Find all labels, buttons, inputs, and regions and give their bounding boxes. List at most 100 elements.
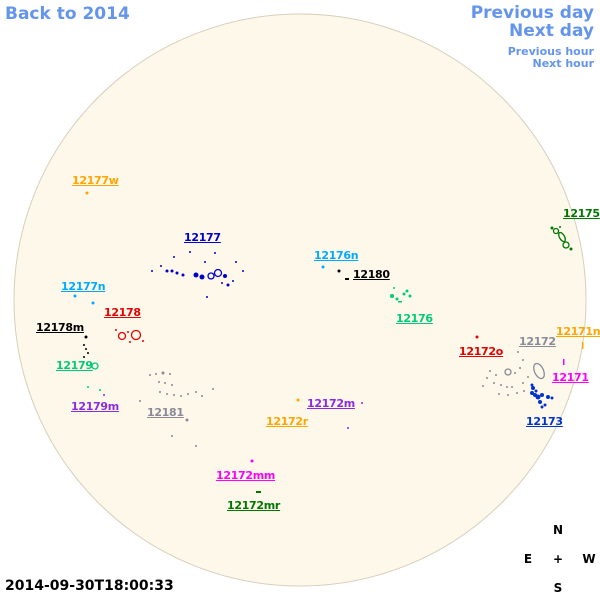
sunspot-mark-12172 [522,382,524,384]
region-label-12179m[interactable]: 12179m [71,400,119,413]
sunspot-mark-12181 [158,381,160,383]
region-label-12177[interactable]: 12177 [184,231,221,244]
region-label-12178m[interactable]: 12178m [36,321,84,334]
sunspot-mark-12177 [193,272,199,278]
sunspot-mark-12179 [87,386,89,388]
region-label-12176n[interactable]: 12176n [314,249,359,262]
solar-disk [13,13,587,587]
region-label-12178[interactable]: 12178 [104,306,141,319]
sunspot-mark-12177 [242,270,244,272]
sunspot-mark-12177 [189,251,191,253]
sunspot-mark-12173 [543,403,547,407]
sunspot-mark-12181 [185,418,189,422]
sunspot-mark-12181 [195,391,197,393]
sunspot-mark-12173 [530,383,534,387]
sunspot-mark-12173 [531,386,535,390]
sunspot-mark-12172 [500,384,502,386]
sunspot-mark-12181 [159,391,161,393]
sunspot-mark-12177 [214,252,216,254]
region-label-12176[interactable]: 12176 [396,312,433,325]
sunspot-mark-12171 [563,359,565,365]
region-label-12175[interactable]: 12175 [563,207,600,220]
sunspot-mark-12178 [130,329,142,341]
region-label-12171n[interactable]: 12171n [556,325,600,338]
sunspot-mark-12176 [402,292,406,296]
sunspot-mark-12172r [296,398,300,402]
region-label-12172o[interactable]: 12172o [459,345,504,358]
sunspot-mark-12181 [173,394,175,396]
sunspot-mark-12173 [534,389,538,393]
region-label-12172[interactable]: 12172 [519,335,556,348]
region-label-12172m[interactable]: 12172m [307,397,355,410]
sunspot-mark-12177 [204,261,206,263]
sunspot-mark-12178 [129,341,131,343]
sunspot-mark-12177 [151,270,153,272]
sunspot-mark-12181 [161,371,165,375]
sunspot-mark-12177w [85,191,89,195]
back-to-year-link[interactable]: Back to 2014 [5,4,130,24]
sunspot-mark-12178 [142,340,144,342]
sunspot-mark-12178m [83,344,85,346]
sunspot-mark-12172 [514,372,516,374]
region-label-12172r[interactable]: 12172r [266,415,308,428]
sunspot-mark-12176n [321,265,325,269]
sunspot-mark-12180 [345,278,349,280]
sunspot-mark-12172 [527,376,529,378]
day-navigation: Previous day Next day [471,4,594,40]
sunspot-mark-12172 [489,370,491,372]
sunspot-mark-12177 [213,268,223,278]
sunspot-mark-12181 [187,393,189,395]
next-day-link[interactable]: Next day [509,21,594,41]
sunspot-mark-12176 [390,294,394,298]
sunspot-mark-12178m [87,352,89,354]
sunspot-mark-12173 [538,400,542,404]
sunspot-mark-12176 [405,289,409,293]
sunspot-mark-12179 [91,362,99,370]
previous-hour-link[interactable]: Previous hour [507,45,594,58]
sunspot-mark-12176 [408,294,412,298]
sunspot-mark-12172m [361,402,363,404]
sunspot-mark-12175 [550,226,554,230]
sunspot-mark-12173 [546,395,550,399]
sunspot-mark-12177 [206,296,208,298]
sunspot-mark-12176 [393,287,395,289]
region-label-12181[interactable]: 12181 [147,406,184,419]
region-label-12172mm[interactable]: 12172mm [216,469,276,482]
sunspot-mark-12181 [166,393,168,395]
region-label-12172mr[interactable]: 12172mr [227,499,281,512]
sunspot-mark-12181 [195,445,197,447]
sunspot-mark-12179 [99,389,101,391]
sunspot-mark-12181 [164,382,166,384]
region-label-12179[interactable]: 12179 [56,359,93,372]
sunspot-mark-12177 [160,265,162,267]
region-label-12171[interactable]: 12171 [552,371,589,384]
sunspot-mark-12178 [115,329,117,331]
sunspot-mark-12172 [511,386,513,388]
region-label-12180[interactable]: 12180 [353,268,390,281]
sunspot-mark-12177 [221,282,223,284]
sunspot-mark-12173 [535,394,541,400]
compass-north: N [552,523,564,537]
next-hour-link[interactable]: Next hour [532,57,595,70]
sunspot-mark-12172mr [256,491,261,493]
sunspot-mark-12175 [569,247,573,251]
sunspot-mark-12181 [171,384,173,386]
sunspot-mark-12181 [201,395,203,397]
region-label-12177n[interactable]: 12177n [61,280,106,293]
sunspot-mark-12172m [347,427,349,429]
sunspot-mark-12181 [212,388,214,390]
sunspot-mark-12172 [486,377,488,379]
region-label-12177w[interactable]: 12177w [72,174,119,187]
region-label-12173[interactable]: 12173 [526,415,563,428]
sunspot-mark-12180 [337,269,341,273]
sunspot-mark-12172 [522,359,524,361]
spot-marks [73,191,584,493]
sunspot-mark-12179m [103,394,105,396]
sunspot-mark-12177 [165,269,169,273]
previous-day-link[interactable]: Previous day [470,3,594,23]
sunspot-mark-12171n [582,342,584,349]
sunspot-mark-12172 [523,390,525,392]
sunspot-mark-12177n [73,294,77,298]
